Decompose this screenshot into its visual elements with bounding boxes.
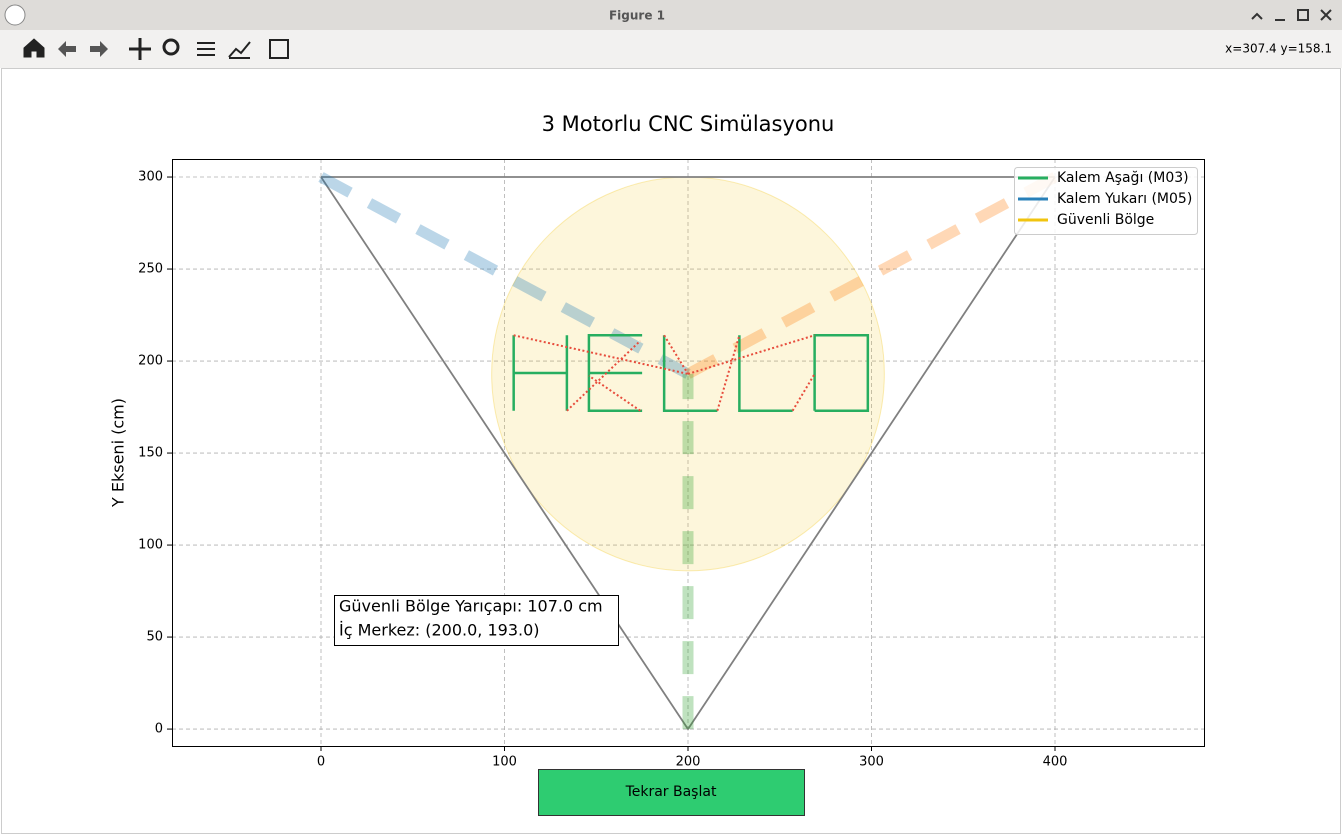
app-icon bbox=[4, 4, 26, 26]
series-line bbox=[318, 172, 691, 379]
close-button[interactable] bbox=[1320, 9, 1332, 21]
annotation-text: İç Merkez: (200.0, 193.0) bbox=[339, 621, 540, 640]
series-line bbox=[320, 176, 1056, 731]
annotation-text: Güvenli Bölge Yarıçapı: 107.0 cm bbox=[339, 597, 603, 616]
restart-button-label[interactable]: Tekrar Başlat bbox=[625, 784, 717, 800]
y-tick-label: 100 bbox=[138, 538, 163, 553]
cursor-coords: x=307.4 y=158.1 bbox=[1225, 42, 1332, 56]
home-button[interactable] bbox=[23, 38, 45, 58]
y-tick-label: 200 bbox=[138, 354, 163, 369]
maximize-button[interactable] bbox=[1297, 9, 1309, 21]
window-title: Figure 1 bbox=[609, 9, 665, 23]
x-tick-label: 400 bbox=[1043, 755, 1068, 770]
y-axis-label: Y Ekseni (cm) bbox=[109, 398, 128, 508]
restart-button[interactable] bbox=[538, 769, 805, 816]
series-line bbox=[512, 334, 870, 412]
axes-button[interactable] bbox=[228, 41, 251, 59]
series-line bbox=[513, 334, 816, 412]
y-tick-label: 300 bbox=[138, 170, 163, 185]
legend-label: Kalem Yukarı (M05) bbox=[1057, 191, 1192, 207]
x-tick-label: 0 bbox=[317, 755, 325, 770]
zoom-button[interactable] bbox=[162, 38, 180, 56]
title-bar bbox=[0, 0, 1342, 30]
y-tick-label: 50 bbox=[146, 630, 163, 645]
legend-label: Kalem Aşağı (M03) bbox=[1057, 170, 1189, 186]
pan-button[interactable] bbox=[129, 38, 151, 60]
x-tick-label: 100 bbox=[492, 755, 517, 770]
back-button[interactable] bbox=[58, 41, 76, 57]
y-tick-label: 0 bbox=[155, 722, 163, 737]
series-line bbox=[685, 172, 1058, 379]
annotation-box bbox=[334, 595, 619, 646]
x-tick-label: 300 bbox=[859, 755, 884, 770]
y-tick-label: 150 bbox=[138, 446, 163, 461]
legend-label: Güvenli Bölge bbox=[1057, 212, 1154, 228]
save-button[interactable] bbox=[269, 39, 289, 59]
annotation: Güvenli Bölge Yarıçapı: 107.0 cm İç Merke… bbox=[334, 595, 619, 646]
axes-frame bbox=[172, 159, 1205, 747]
chart-title: 3 Motorlu CNC Simülasyonu bbox=[542, 112, 835, 136]
shade-button[interactable] bbox=[1251, 12, 1263, 20]
forward-button[interactable] bbox=[90, 41, 108, 57]
legend: Kalem Aşağı (M03) Kalem Yukarı (M05) Güven… bbox=[1014, 167, 1198, 235]
y-tick-label: 250 bbox=[138, 262, 163, 277]
legend-box bbox=[1014, 167, 1198, 235]
x-tick-label: 200 bbox=[676, 755, 701, 770]
subplots-button[interactable] bbox=[197, 42, 215, 56]
toolbar bbox=[0, 30, 1342, 68]
plot: 3 Motorlu CNC Simülasyonu Y Ekseni (cm) 0 1… bbox=[109, 112, 1205, 770]
